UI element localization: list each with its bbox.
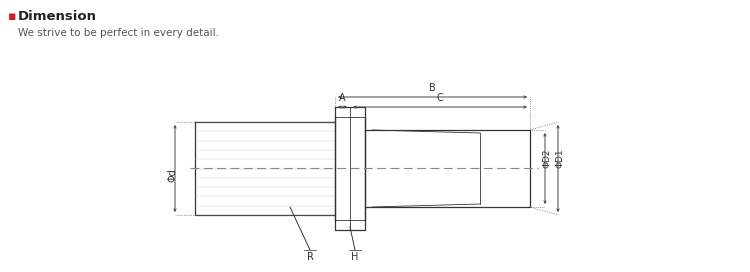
- Text: We strive to be perfect in every detail.: We strive to be perfect in every detail.: [18, 28, 219, 38]
- Text: C: C: [436, 93, 443, 103]
- Text: R: R: [307, 252, 314, 262]
- Text: ΦD2: ΦD2: [542, 149, 551, 168]
- Text: ▪: ▪: [8, 10, 16, 23]
- Text: ΦD1: ΦD1: [556, 149, 565, 168]
- Text: B: B: [429, 83, 436, 93]
- Text: Dimension: Dimension: [18, 10, 97, 23]
- Text: Φd: Φd: [167, 168, 177, 182]
- Text: A: A: [339, 93, 346, 103]
- Text: H: H: [351, 252, 358, 262]
